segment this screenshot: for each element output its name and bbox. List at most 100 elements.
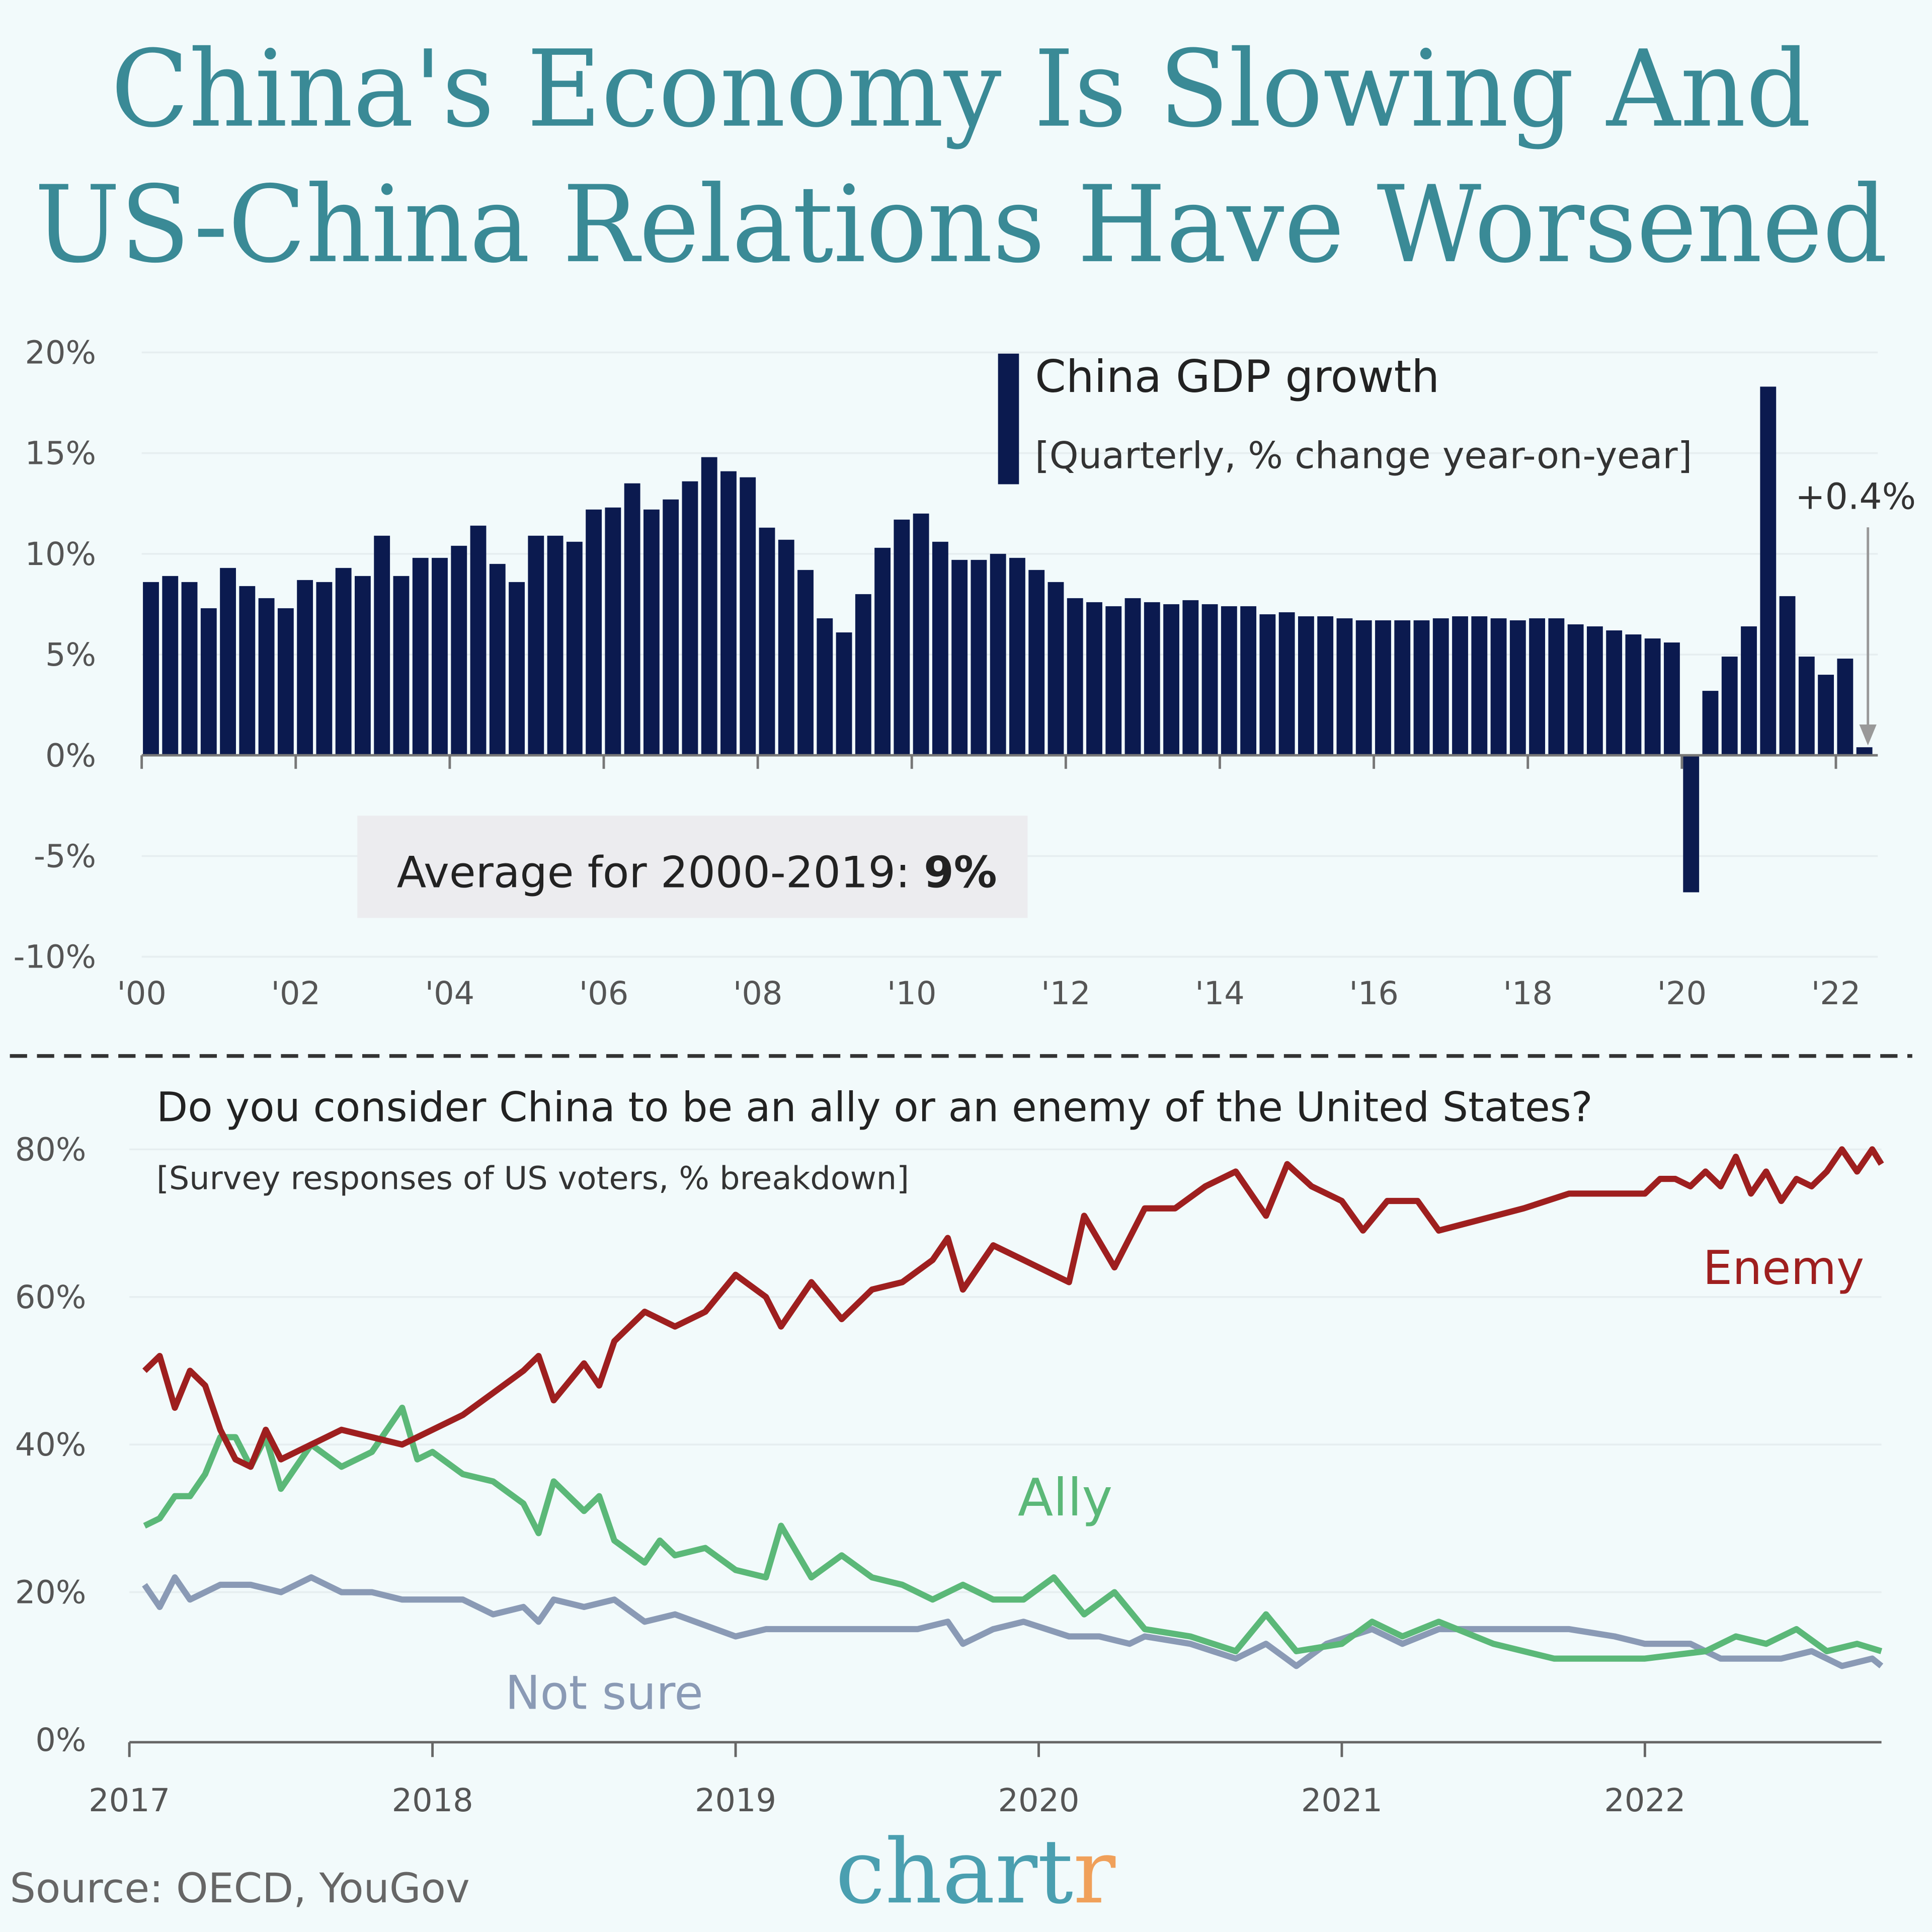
x-tick-label: '22 xyxy=(1811,975,1861,1012)
gdp-bar xyxy=(1509,620,1526,756)
gdp-bar xyxy=(547,535,564,756)
gdp-bar xyxy=(1355,620,1372,756)
gdp-bar xyxy=(1067,598,1083,756)
x-tick-label: 2022 xyxy=(1604,1782,1685,1819)
gdp-bar xyxy=(932,541,948,756)
gdp-bar xyxy=(643,509,660,756)
y-tick-label: 15% xyxy=(25,435,96,472)
gdp-bar xyxy=(797,570,814,756)
gdp-bar xyxy=(432,557,448,756)
gdp-bar xyxy=(1009,557,1025,756)
gdp-chart-subtitle: [Quarterly, % change year-on-year] xyxy=(1035,435,1692,477)
gdp-bar xyxy=(1278,612,1295,756)
average-prefix: Average for 2000-2019: xyxy=(397,847,924,898)
survey-line-chart: Do you consider China to be an ally or a… xyxy=(15,1084,1884,1819)
gdp-bar xyxy=(412,557,429,756)
gdp-bar xyxy=(990,553,1006,756)
gdp-bar xyxy=(1432,618,1449,756)
gdp-bar xyxy=(1048,582,1064,756)
y-tick-label: 40% xyxy=(15,1426,87,1464)
gdp-bar xyxy=(1567,624,1584,756)
gdp-x-axis: '00 '02 '04 '06 '08 '10 '12 '14 '16 '18 '20 '22 xyxy=(117,755,1861,1012)
chartr-logo: chartr xyxy=(835,1820,1116,1923)
gdp-bar xyxy=(1837,659,1854,756)
gdp-bar xyxy=(335,568,352,756)
gdp-bar xyxy=(1760,386,1777,756)
gdp-bar xyxy=(951,559,968,756)
gdp-bar xyxy=(1702,691,1719,756)
y-tick-label: 20% xyxy=(15,1574,87,1612)
y-tick-label: -5% xyxy=(34,838,96,875)
gdp-bar xyxy=(1625,634,1642,756)
series-line-not-sure xyxy=(142,1574,1884,1669)
survey-lines xyxy=(142,1146,1884,1669)
gdp-bar xyxy=(894,519,910,756)
gdp-bar xyxy=(1375,620,1391,756)
gdp-bar xyxy=(489,564,506,756)
x-tick-label: '02 xyxy=(271,975,320,1012)
logo-main: chart xyxy=(835,1820,1073,1923)
gdp-bar xyxy=(1664,642,1680,756)
gdp-bar xyxy=(1201,604,1218,756)
gdp-bar xyxy=(1124,598,1141,756)
x-tick-label: '16 xyxy=(1349,975,1399,1012)
gdp-bar xyxy=(1741,626,1757,756)
gdp-bar xyxy=(1105,606,1122,756)
gdp-bar xyxy=(701,457,717,756)
gdp-bar xyxy=(374,535,390,756)
gdp-bar xyxy=(1471,616,1488,756)
y-tick-label: 20% xyxy=(25,334,96,371)
y-tick-label: 5% xyxy=(45,636,96,674)
gdp-bar xyxy=(316,582,333,756)
gdp-bar xyxy=(297,580,313,756)
y-tick-label: 80% xyxy=(15,1131,87,1168)
gdp-legend-swatch xyxy=(998,353,1019,485)
series-line-ally xyxy=(143,1404,1883,1662)
gdp-bar xyxy=(1856,747,1873,756)
gdp-bar xyxy=(759,527,775,756)
gdp-bar xyxy=(682,481,698,756)
gdp-bar xyxy=(1144,602,1160,756)
gdp-bar xyxy=(605,507,621,756)
gdp-bar xyxy=(509,582,525,756)
survey-subtitle: [Survey responses of US voters, % breakd… xyxy=(156,1160,909,1197)
gdp-bar xyxy=(1163,604,1179,756)
title-line-2: US-China Relations Have Worsened xyxy=(35,163,1888,286)
y-tick-label: 0% xyxy=(45,737,96,774)
average-box xyxy=(357,816,1028,918)
survey-x-axis: 2017 2018 2019 2020 2021 2022 xyxy=(89,1742,1685,1819)
gdp-bar xyxy=(1394,620,1411,756)
gdp-bar xyxy=(1028,570,1045,756)
logo-accent: r xyxy=(1073,1820,1116,1923)
y-tick-label: 10% xyxy=(25,536,96,573)
gdp-bar xyxy=(239,586,256,756)
gdp-bar xyxy=(1721,657,1738,756)
survey-y-axis: 80% 60% 40% 20% 0% xyxy=(15,1131,87,1759)
gdp-bar xyxy=(1182,600,1199,756)
gdp-bar xyxy=(1298,616,1314,756)
gdp-bars xyxy=(143,386,1873,893)
gdp-bar xyxy=(1452,616,1468,756)
series-label-enemy: Enemy xyxy=(1703,1241,1864,1295)
gdp-bar xyxy=(355,576,371,756)
x-tick-label: 2019 xyxy=(695,1782,776,1819)
gdp-bar xyxy=(528,535,544,756)
gdp-bar xyxy=(1779,596,1796,756)
gdp-bar xyxy=(1240,606,1257,756)
survey-gridlines xyxy=(129,1148,1882,1593)
gdp-bar xyxy=(1798,657,1815,756)
gdp-bar xyxy=(1548,618,1565,756)
gdp-bar xyxy=(1336,618,1353,756)
gdp-bar xyxy=(874,547,891,756)
gdp-bar xyxy=(1529,618,1546,756)
average-value: 9% xyxy=(924,847,997,898)
x-tick-label: '20 xyxy=(1657,975,1707,1012)
gdp-bar xyxy=(720,471,737,756)
gdp-bar xyxy=(1259,614,1276,756)
gdp-bar xyxy=(277,608,294,756)
y-tick-label: 60% xyxy=(15,1279,87,1316)
y-tick-label: 0% xyxy=(35,1722,86,1759)
gdp-bar xyxy=(220,568,236,756)
